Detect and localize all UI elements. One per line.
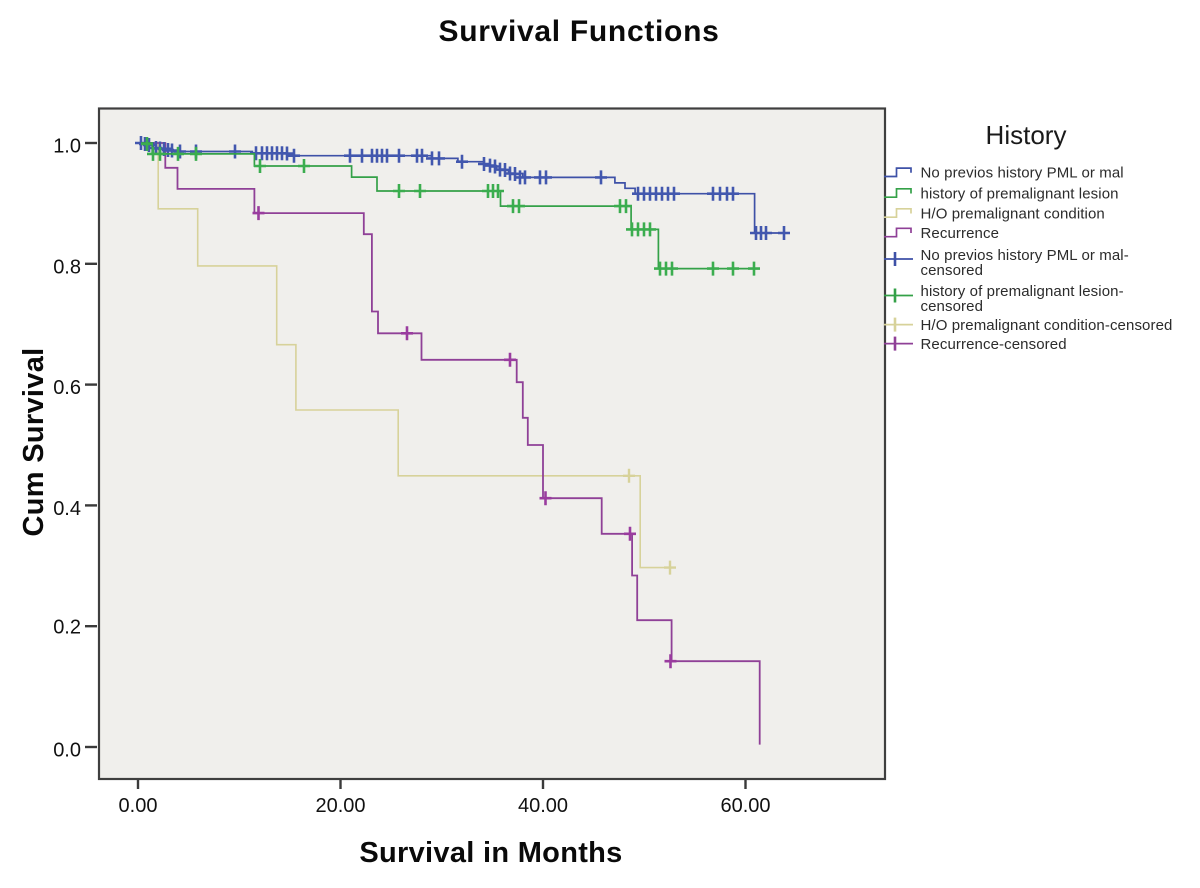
- svg-text:No previos history PML or mal-: No previos history PML or mal-: [921, 247, 1129, 264]
- svg-text:40.00: 40.00: [518, 795, 568, 817]
- svg-text:history of premalignant lesion: history of premalignant lesion: [921, 185, 1119, 202]
- svg-text:0.2: 0.2: [53, 616, 81, 638]
- svg-text:0.8: 0.8: [53, 256, 81, 278]
- svg-text:censored: censored: [921, 262, 984, 279]
- svg-text:Survival Functions: Survival Functions: [439, 15, 720, 48]
- svg-text:history of premalignant lesion: history of premalignant lesion-: [921, 283, 1124, 300]
- svg-text:History: History: [986, 120, 1067, 150]
- svg-text:60.00: 60.00: [720, 795, 770, 817]
- svg-text:Recurrence: Recurrence: [921, 225, 1000, 242]
- svg-text:censored: censored: [921, 298, 984, 315]
- svg-text:No previos history PML or mal: No previos history PML or mal: [921, 164, 1124, 181]
- svg-text:20.00: 20.00: [315, 795, 365, 817]
- svg-text:0.6: 0.6: [53, 377, 81, 399]
- svg-text:H/O premalignant condition-cen: H/O premalignant condition-censored: [921, 317, 1173, 334]
- svg-text:H/O premalignant condition: H/O premalignant condition: [921, 205, 1105, 222]
- svg-text:0.00: 0.00: [119, 795, 158, 817]
- svg-text:0.4: 0.4: [53, 498, 81, 520]
- svg-text:Cum Survival: Cum Survival: [18, 348, 50, 537]
- svg-text:Recurrence-censored: Recurrence-censored: [921, 336, 1067, 353]
- svg-text:1.0: 1.0: [53, 136, 81, 158]
- svg-text:Survival in Months: Survival in Months: [359, 837, 622, 869]
- svg-text:0.0: 0.0: [53, 740, 81, 762]
